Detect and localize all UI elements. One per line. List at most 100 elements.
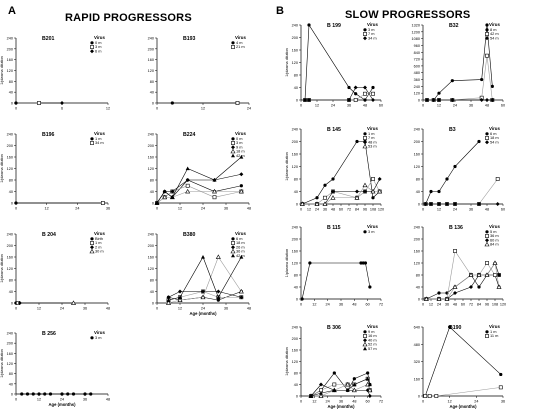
data-point bbox=[83, 392, 87, 396]
y-tick-label: 160 bbox=[7, 156, 13, 160]
legend-label: 36 m bbox=[236, 249, 245, 254]
data-point bbox=[485, 261, 489, 265]
y-tick-label: 0 bbox=[418, 99, 420, 103]
y-tick-label: 0 bbox=[11, 102, 13, 106]
legend-title: Virus bbox=[235, 35, 246, 40]
legend-marker bbox=[89, 248, 95, 254]
data-point bbox=[303, 98, 307, 102]
y-tick-label: 240 bbox=[292, 24, 298, 28]
x-tick-label: 96 bbox=[485, 303, 489, 307]
legend-marker bbox=[485, 334, 489, 338]
legend-label: Birth bbox=[95, 236, 103, 241]
y-tick-label: 40 bbox=[416, 286, 420, 290]
data-point bbox=[492, 260, 498, 265]
x-tick-label: 48 bbox=[247, 307, 251, 311]
y-tick-label: 40 bbox=[294, 286, 298, 290]
legend-label: 3 m bbox=[368, 27, 375, 32]
data-point bbox=[437, 189, 441, 194]
data-point bbox=[307, 23, 311, 27]
y-tick-label: 640 bbox=[414, 326, 420, 330]
data-point bbox=[239, 172, 244, 177]
data-point bbox=[323, 183, 327, 187]
x-tick-label: 36 bbox=[83, 307, 87, 311]
x-tick-label: 60 bbox=[366, 400, 370, 404]
legend-title: Virus bbox=[489, 22, 500, 27]
y-tick-label: 200 bbox=[414, 140, 420, 144]
data-point bbox=[48, 392, 53, 396]
x-tick-label: 60 bbox=[366, 303, 370, 307]
y-tick-label: 0 bbox=[296, 99, 298, 103]
x-tick-label: 24 bbox=[247, 107, 251, 111]
y-tick-label: 40 bbox=[150, 190, 154, 194]
data-point bbox=[362, 182, 368, 188]
legend-title: Virus bbox=[94, 231, 105, 236]
x-tick-label: 12 bbox=[45, 207, 49, 211]
x-tick-label: 36 bbox=[339, 303, 343, 307]
y-tick-label: 80 bbox=[416, 274, 420, 278]
y-tick-label: 160 bbox=[7, 256, 13, 260]
legend-label: 42 m bbox=[490, 31, 499, 36]
legend-marker bbox=[231, 237, 235, 241]
x-tick-label: 0 bbox=[156, 307, 158, 311]
x-tick-label: 36 bbox=[445, 303, 449, 307]
x-tick-label: 0 bbox=[300, 400, 302, 404]
x-tick-label: 0 bbox=[156, 207, 158, 211]
legend-label: 3 m bbox=[95, 335, 102, 340]
y-tick-label: 40 bbox=[9, 190, 13, 194]
y-axis-label: 1/plasma dilution bbox=[285, 249, 289, 278]
y-tick-label: 40 bbox=[416, 190, 420, 194]
y-tick-label: 80 bbox=[9, 279, 13, 283]
legend-marker bbox=[485, 32, 489, 36]
series-line bbox=[425, 387, 501, 397]
y-tick-label: 0 bbox=[418, 203, 420, 207]
data-point bbox=[345, 388, 350, 392]
x-tick-label: 60 bbox=[501, 104, 505, 108]
y-tick-label: 240 bbox=[148, 233, 154, 237]
legend-label: 30 m bbox=[95, 249, 104, 254]
data-point bbox=[445, 202, 449, 206]
data-point bbox=[371, 91, 375, 96]
data-point bbox=[308, 261, 312, 265]
x-tick-label: 12 bbox=[429, 303, 433, 307]
legend-label: 26 m bbox=[236, 244, 245, 249]
y-tick-label: 200 bbox=[292, 238, 298, 242]
data-point bbox=[368, 285, 372, 289]
chart-b-306: 0 40 80 120 160 200 240 0 12 24 36 48 60 72 B 306 1/pla… bbox=[285, 324, 383, 409]
legend-title: Virus bbox=[489, 224, 500, 229]
legend-label: 57 m bbox=[368, 346, 377, 351]
x-tick-label: 48 bbox=[485, 208, 489, 212]
data-point bbox=[351, 387, 357, 393]
data-point bbox=[453, 202, 457, 206]
data-point bbox=[212, 195, 217, 200]
data-point bbox=[453, 291, 457, 295]
data-point bbox=[201, 289, 205, 294]
y-tick-label: 80 bbox=[9, 80, 13, 84]
data-point bbox=[354, 195, 360, 200]
y-tick-label: 240 bbox=[292, 226, 298, 230]
y-tick-label: 120 bbox=[292, 165, 298, 169]
data-point bbox=[239, 184, 243, 188]
legend-label: 18 m bbox=[236, 149, 245, 154]
data-point bbox=[309, 394, 313, 398]
y-tick-label: 320 bbox=[414, 360, 420, 364]
data-point bbox=[215, 254, 221, 259]
data-point bbox=[216, 295, 221, 299]
data-point bbox=[200, 294, 206, 300]
legend-label: 42 m bbox=[236, 153, 245, 158]
x-tick-label: 36 bbox=[224, 307, 228, 311]
legend-label: 6 m bbox=[490, 131, 497, 136]
y-tick-label: 80 bbox=[150, 80, 154, 84]
y-tick-label: 200 bbox=[292, 337, 298, 341]
data-point bbox=[490, 84, 494, 88]
data-point bbox=[352, 377, 356, 381]
x-tick-label: 36 bbox=[106, 207, 110, 211]
x-tick-label: 24 bbox=[474, 400, 478, 404]
x-tick-label: 0 bbox=[422, 104, 424, 108]
x-axis-label: Age (months) bbox=[49, 402, 77, 407]
y-tick-label: 200 bbox=[148, 244, 154, 248]
legend-marker bbox=[485, 330, 489, 334]
series-line bbox=[426, 274, 500, 300]
legend-label: 18 m bbox=[236, 240, 245, 245]
y-tick-label: 200 bbox=[292, 140, 298, 144]
legend-title: Virus bbox=[489, 324, 500, 329]
